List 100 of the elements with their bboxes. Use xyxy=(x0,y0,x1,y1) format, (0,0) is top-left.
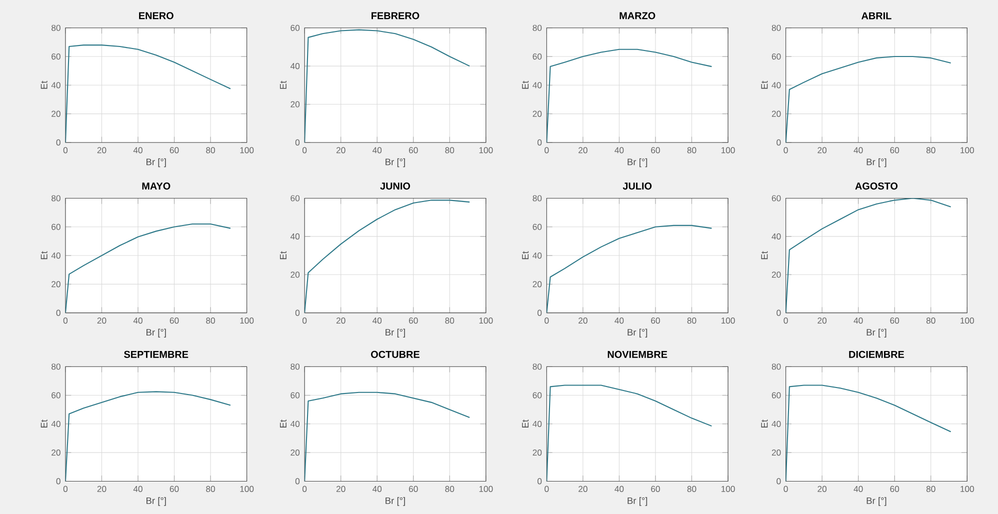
y-tick-label: 80 xyxy=(52,364,60,370)
x-tick-label: 40 xyxy=(854,317,863,324)
x-tick-label: 0 xyxy=(544,317,549,324)
y-axis-title: Et xyxy=(40,420,48,428)
x-tick-label: 20 xyxy=(97,147,106,154)
x-tick-label: 80 xyxy=(206,486,215,492)
x-tick-label: 60 xyxy=(890,317,900,324)
x-tick-label: 0 xyxy=(63,147,68,154)
y-axis-title: Et xyxy=(40,251,48,260)
y-tick-label: 0 xyxy=(295,139,300,146)
chart-title: ABRIL xyxy=(861,12,892,20)
x-tick-label: 100 xyxy=(721,486,735,492)
y-tick-label: 40 xyxy=(51,420,60,427)
chart-title: MARZO xyxy=(620,12,656,20)
x-axis-title: Br [°] xyxy=(628,158,648,168)
x-tick-label: 0 xyxy=(544,486,549,492)
x-tick-label: 100 xyxy=(479,147,493,154)
x-tick-label: 40 xyxy=(372,147,382,154)
x-tick-label: 100 xyxy=(240,486,254,492)
y-tick-label: 20 xyxy=(772,449,781,456)
x-tick-label: 40 xyxy=(372,317,382,324)
x-tick-label: 80 xyxy=(445,317,454,324)
x-tick-label: 80 xyxy=(206,317,215,324)
y-tick-label: 80 xyxy=(290,364,300,370)
y-tick-label: 20 xyxy=(532,110,542,117)
x-tick-label: 0 xyxy=(302,486,307,492)
y-tick-label: 40 xyxy=(772,233,781,240)
x-tick-label: 100 xyxy=(721,147,735,154)
chart-title: DICIEMBRE xyxy=(849,350,904,358)
x-axis-title: Br [°] xyxy=(146,158,166,168)
x-tick-label: 100 xyxy=(240,317,254,324)
y-axis-title: Et xyxy=(280,80,286,89)
x-tick-label: 60 xyxy=(651,317,660,324)
y-tick-label: 40 xyxy=(772,82,781,88)
x-tick-label: 80 xyxy=(687,317,696,324)
x-tick-label: 40 xyxy=(854,147,863,154)
y-tick-label: 80 xyxy=(52,24,60,31)
x-axis-title: Br [°] xyxy=(146,497,166,506)
y-tick-label: 60 xyxy=(290,24,300,31)
y-tick-label: 0 xyxy=(538,139,542,146)
chart-title: NOVIEMBRE xyxy=(608,350,668,358)
y-tick-label: 80 xyxy=(772,24,781,31)
x-tick-label: 0 xyxy=(302,147,307,154)
chart-title: OCTUBRE xyxy=(371,350,420,358)
x-tick-label: 80 xyxy=(687,147,696,154)
y-tick-label: 0 xyxy=(776,139,781,146)
x-tick-label: 20 xyxy=(578,147,588,154)
x-axis-title: Br [°] xyxy=(386,158,405,168)
y-axis-title: Et xyxy=(280,251,286,260)
y-tick-label: 0 xyxy=(776,310,781,316)
y-tick-label: 20 xyxy=(290,449,300,456)
x-tick-label: 60 xyxy=(890,486,900,492)
x-tick-label: 80 xyxy=(206,147,215,154)
x-tick-label: 20 xyxy=(818,317,827,324)
x-tick-label: 20 xyxy=(97,317,106,324)
y-axis-title: Et xyxy=(761,251,768,260)
y-tick-label: 80 xyxy=(52,195,60,202)
x-axis-title: Br [°] xyxy=(628,497,648,506)
x-tick-label: 80 xyxy=(687,486,696,492)
y-tick-label: 20 xyxy=(290,101,300,108)
y-tick-label: 40 xyxy=(290,420,300,427)
x-tick-label: 0 xyxy=(784,147,788,154)
x-axis-title: Br [°] xyxy=(866,158,886,168)
y-tick-label: 80 xyxy=(532,24,542,31)
y-tick-label: 60 xyxy=(772,53,781,60)
y-axis-title: Et xyxy=(761,420,768,428)
y-tick-label: 20 xyxy=(532,281,542,288)
y-tick-label: 60 xyxy=(52,224,60,230)
chart-title: SEPTIEMBRE xyxy=(124,350,188,358)
y-tick-label: 0 xyxy=(295,310,300,316)
y-tick-label: 0 xyxy=(295,478,300,484)
y-tick-label: 60 xyxy=(52,392,60,398)
y-tick-label: 20 xyxy=(52,281,60,288)
x-tick-label: 20 xyxy=(336,147,346,154)
x-axis-title: Br [°] xyxy=(866,328,886,338)
x-axis-title: Br [°] xyxy=(386,497,405,506)
x-tick-label: 60 xyxy=(170,147,179,154)
y-tick-label: 20 xyxy=(52,449,60,456)
y-tick-label: 80 xyxy=(772,364,781,370)
x-tick-label: 0 xyxy=(544,147,549,154)
y-tick-label: 40 xyxy=(532,82,542,88)
line-series xyxy=(546,48,712,142)
y-axis-title: Et xyxy=(522,251,529,260)
x-axis-title: Br [°] xyxy=(386,328,405,338)
y-tick-label: 20 xyxy=(52,110,60,117)
x-tick-label: 20 xyxy=(578,486,588,492)
x-tick-label: 20 xyxy=(336,317,346,324)
y-tick-label: 0 xyxy=(56,478,60,484)
x-tick-label: 100 xyxy=(960,486,974,492)
x-axis-title: Br [°] xyxy=(628,328,648,338)
x-tick-label: 40 xyxy=(133,147,142,154)
y-tick-label: 60 xyxy=(290,195,300,202)
chart-title: ENERO xyxy=(139,12,174,20)
x-tick-label: 100 xyxy=(721,317,735,324)
x-tick-label: 40 xyxy=(372,486,382,492)
x-tick-label: 100 xyxy=(479,317,493,324)
x-tick-label: 0 xyxy=(784,317,788,324)
line-series xyxy=(304,200,470,313)
y-tick-label: 60 xyxy=(772,392,781,398)
y-axis-title: Et xyxy=(761,80,768,89)
